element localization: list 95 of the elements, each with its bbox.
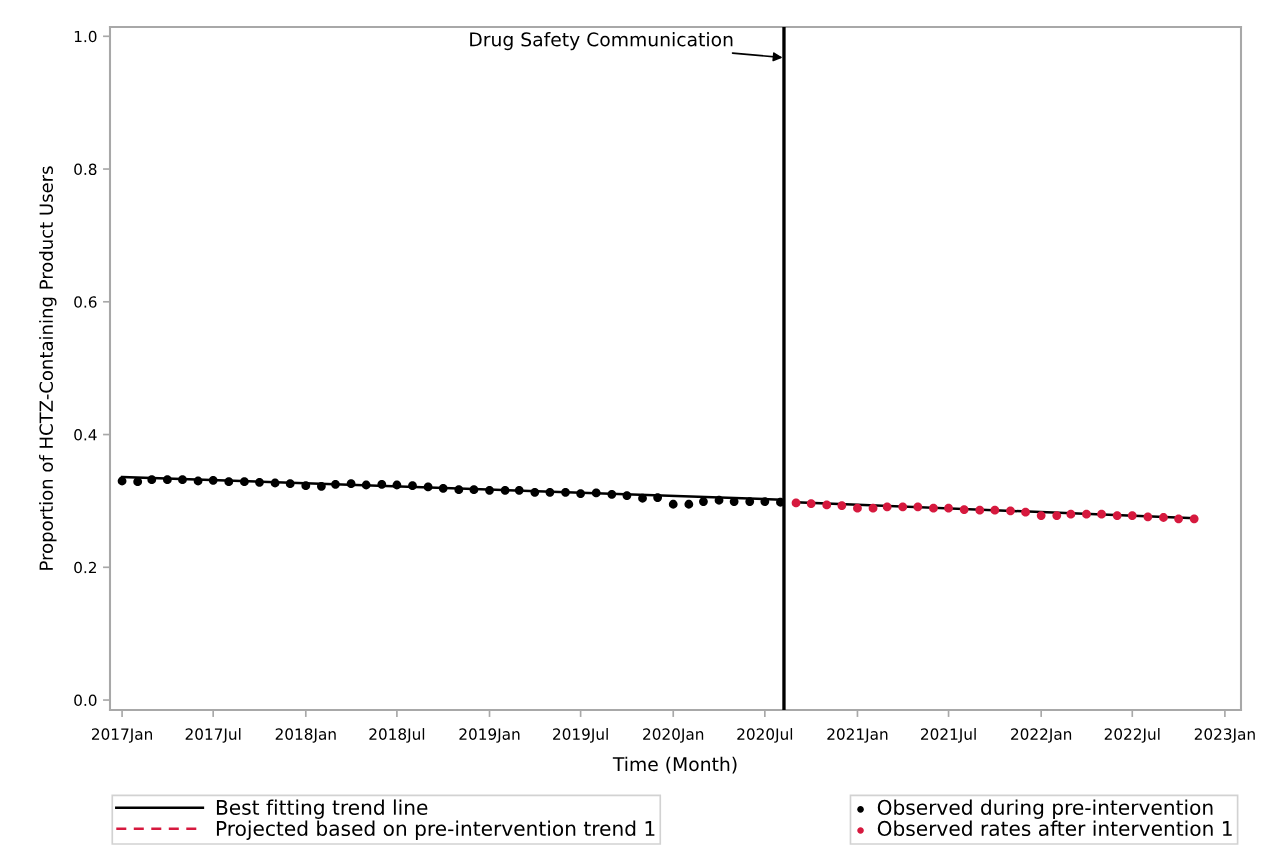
x-tick-label: 2020Jan — [643, 728, 704, 743]
point — [331, 479, 340, 489]
point — [117, 476, 127, 486]
x-tick-label: 2021Jan — [827, 728, 888, 743]
point — [255, 477, 264, 487]
point — [607, 489, 617, 499]
x-tick-label: 2018Jan — [275, 728, 336, 743]
point — [653, 493, 663, 502]
point — [1174, 514, 1183, 524]
point — [545, 487, 555, 497]
point — [760, 497, 770, 506]
point — [699, 497, 708, 506]
point — [1066, 509, 1076, 519]
x-tick-label: 2023Jan — [1194, 728, 1255, 743]
x-tick-label: 2022Jul — [1104, 728, 1160, 743]
point — [1189, 514, 1199, 524]
point — [714, 495, 724, 505]
legend-label: Projected based on pre-intervention trend 1 — [216, 820, 655, 840]
point — [1036, 511, 1046, 520]
point — [622, 491, 632, 500]
point — [684, 499, 694, 509]
point — [959, 505, 969, 514]
point — [898, 502, 908, 512]
point — [822, 500, 832, 510]
point — [270, 478, 280, 488]
point — [469, 485, 479, 495]
point — [561, 487, 570, 497]
point — [1097, 509, 1106, 519]
y-tick-label: 0.0 — [74, 694, 97, 707]
x-tick-label: 2018Jul — [369, 728, 425, 743]
point — [576, 489, 586, 499]
point — [240, 477, 249, 487]
point — [392, 480, 402, 490]
point — [990, 505, 1000, 515]
point — [882, 502, 892, 512]
x-tick-label: 2019Jul — [553, 728, 608, 743]
point — [178, 475, 187, 485]
x-tick-label: 2022Jan — [1011, 728, 1072, 743]
point — [975, 505, 985, 515]
point — [485, 485, 494, 495]
point — [853, 503, 862, 513]
point — [530, 487, 540, 497]
y-tick-label: 1.0 — [74, 30, 97, 43]
point — [1082, 509, 1091, 519]
point — [438, 483, 448, 493]
point — [133, 477, 143, 487]
y-tick-label: 0.2 — [74, 561, 96, 574]
x-axis-title: Time (Month) — [612, 756, 737, 774]
point — [500, 485, 510, 495]
x-tick-label: 2020Jul — [737, 728, 793, 743]
point — [745, 497, 755, 506]
point — [454, 485, 464, 495]
x-tick-label: 2017Jul — [185, 728, 241, 743]
point — [1159, 513, 1168, 522]
point — [1143, 512, 1153, 522]
ref-line-label: Drug Safety Communication — [470, 32, 733, 51]
point — [193, 476, 203, 486]
legend-label: Best fitting trend line — [216, 799, 428, 819]
point — [208, 475, 218, 485]
point — [162, 475, 172, 485]
point — [377, 479, 387, 489]
legend-label: Observed rates after intervention 1 — [877, 820, 1232, 837]
point — [837, 501, 847, 510]
point — [147, 475, 157, 485]
point — [791, 498, 801, 508]
y-tick-label: 0.8 — [74, 163, 97, 176]
point — [1006, 506, 1015, 516]
y-tick-label: 0.4 — [74, 429, 97, 441]
point — [806, 499, 816, 508]
point — [868, 503, 878, 513]
point — [913, 502, 923, 512]
x-tick-label: 2019Jan — [459, 728, 520, 743]
point — [929, 503, 938, 513]
point — [361, 480, 371, 490]
point — [224, 477, 234, 487]
y-tick-label: 0.6 — [74, 296, 97, 308]
point — [408, 481, 417, 491]
point — [944, 503, 953, 513]
point — [1021, 507, 1030, 517]
point — [1052, 511, 1062, 520]
point — [1127, 511, 1137, 520]
point — [638, 493, 647, 503]
point — [285, 479, 295, 489]
point — [668, 499, 678, 509]
point — [301, 481, 311, 491]
point — [591, 488, 601, 498]
point — [317, 481, 326, 491]
x-tick-label: 2017Jan — [91, 728, 152, 743]
point — [423, 482, 433, 492]
x-tick-label: 2021Jul — [921, 728, 976, 743]
point — [514, 485, 524, 495]
point — [1112, 511, 1122, 520]
legend-label: Observed during pre-intervention — [877, 799, 1213, 819]
y-axis-title: Proportion of HCTZ-Containing Product Users — [39, 166, 57, 570]
point — [346, 479, 356, 489]
